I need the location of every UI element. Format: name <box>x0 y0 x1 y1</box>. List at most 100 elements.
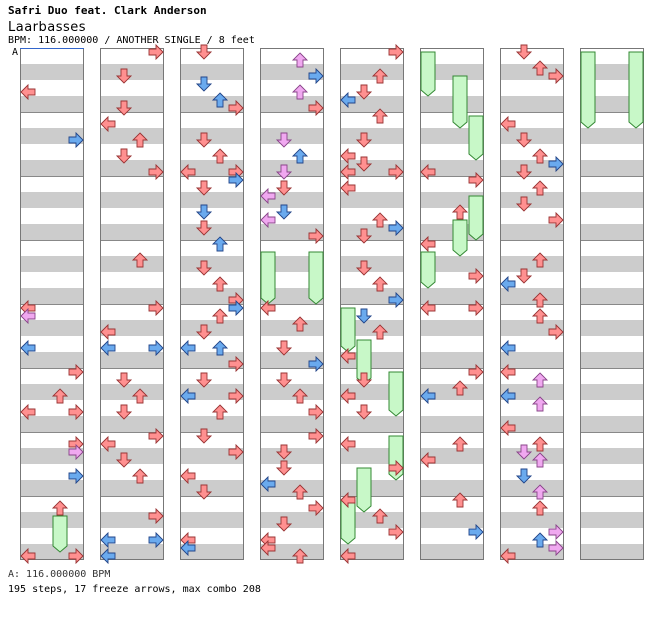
right-arrow-note <box>228 171 244 189</box>
left-arrow-note <box>500 419 516 437</box>
down-arrow-note <box>115 100 133 116</box>
right-arrow-note <box>68 443 84 461</box>
right-arrow-note <box>308 67 324 85</box>
bpm-segment-marker: A <box>12 47 19 58</box>
left-arrow-note <box>500 115 516 133</box>
left-arrow-note <box>500 275 516 293</box>
down-arrow-note <box>515 468 533 484</box>
up-arrow-note <box>451 204 469 220</box>
left-arrow-note <box>420 451 436 469</box>
right-arrow-note <box>148 43 164 61</box>
up-arrow-note <box>211 92 229 108</box>
left-arrow-note <box>500 387 516 405</box>
chart-column <box>340 48 404 560</box>
up-arrow-note <box>291 484 309 500</box>
up-arrow-note <box>211 308 229 324</box>
left-arrow-note <box>420 387 436 405</box>
left-arrow-note <box>100 531 116 549</box>
left-arrow-note <box>340 435 356 453</box>
up-arrow-note <box>291 52 309 68</box>
left-arrow-note <box>420 299 436 317</box>
left-arrow-note <box>340 491 356 509</box>
up-arrow-note <box>211 276 229 292</box>
down-arrow-note <box>275 132 293 148</box>
left-arrow-note <box>340 347 356 365</box>
down-arrow-note <box>275 204 293 220</box>
up-arrow-note <box>451 436 469 452</box>
down-arrow-note <box>275 516 293 532</box>
left-arrow-note <box>100 547 116 565</box>
down-arrow-note <box>355 84 373 100</box>
step-stats: 195 steps, 17 freeze arrows, max combo 2… <box>8 584 261 595</box>
freeze-arrow <box>260 251 276 305</box>
down-arrow-note <box>115 404 133 420</box>
up-arrow-note <box>531 532 549 548</box>
up-arrow-note <box>291 84 309 100</box>
freeze-arrow <box>452 219 468 257</box>
song-title: Laarbasses <box>8 20 87 35</box>
freeze-arrow <box>340 307 356 353</box>
left-arrow-note <box>260 539 276 557</box>
up-arrow-note <box>131 132 149 148</box>
left-arrow-note <box>340 147 356 165</box>
left-arrow-note <box>260 475 276 493</box>
up-arrow-note <box>371 508 389 524</box>
right-arrow-note <box>468 363 484 381</box>
chart-column <box>420 48 484 560</box>
up-arrow-note <box>131 468 149 484</box>
down-arrow-note <box>195 372 213 388</box>
right-arrow-note <box>548 155 564 173</box>
right-arrow-note <box>68 547 84 565</box>
down-arrow-note <box>355 156 373 172</box>
up-arrow-note <box>371 276 389 292</box>
right-arrow-note <box>148 339 164 357</box>
right-arrow-note <box>308 403 324 421</box>
right-arrow-note <box>68 403 84 421</box>
left-arrow-note <box>500 547 516 565</box>
up-arrow-note <box>531 180 549 196</box>
down-arrow-note <box>195 428 213 444</box>
left-arrow-note <box>20 403 36 421</box>
left-arrow-note <box>340 179 356 197</box>
down-arrow-note <box>515 268 533 284</box>
chart-column <box>100 48 164 560</box>
up-arrow-note <box>131 388 149 404</box>
chart-column <box>260 48 324 560</box>
left-arrow-note <box>100 339 116 357</box>
right-arrow-note <box>308 499 324 517</box>
right-arrow-note <box>548 539 564 557</box>
up-arrow-note <box>211 148 229 164</box>
right-arrow-note <box>468 267 484 285</box>
freeze-arrow <box>420 251 436 289</box>
freeze-arrow <box>388 371 404 417</box>
up-arrow-note <box>531 452 549 468</box>
left-arrow-note <box>420 163 436 181</box>
left-arrow-note <box>180 163 196 181</box>
right-arrow-note <box>228 99 244 117</box>
right-arrow-note <box>388 163 404 181</box>
up-arrow-note <box>531 292 549 308</box>
up-arrow-note <box>531 252 549 268</box>
freeze-arrow <box>468 195 484 241</box>
bpm-summary: A: 116.000000 BPM <box>8 569 111 580</box>
up-arrow-note <box>291 316 309 332</box>
down-arrow-note <box>275 444 293 460</box>
right-arrow-note <box>468 523 484 541</box>
up-arrow-note <box>211 404 229 420</box>
up-arrow-note <box>371 324 389 340</box>
freeze-arrow <box>452 75 468 129</box>
down-arrow-note <box>195 44 213 60</box>
up-arrow-note <box>211 340 229 356</box>
down-arrow-note <box>515 164 533 180</box>
down-arrow-note <box>515 44 533 60</box>
right-arrow-note <box>308 227 324 245</box>
left-arrow-note <box>260 211 276 229</box>
left-arrow-note <box>100 323 116 341</box>
left-arrow-note <box>500 363 516 381</box>
right-arrow-note <box>308 99 324 117</box>
right-arrow-note <box>468 171 484 189</box>
right-arrow-note <box>148 507 164 525</box>
up-arrow-note <box>371 108 389 124</box>
down-arrow-note <box>195 132 213 148</box>
